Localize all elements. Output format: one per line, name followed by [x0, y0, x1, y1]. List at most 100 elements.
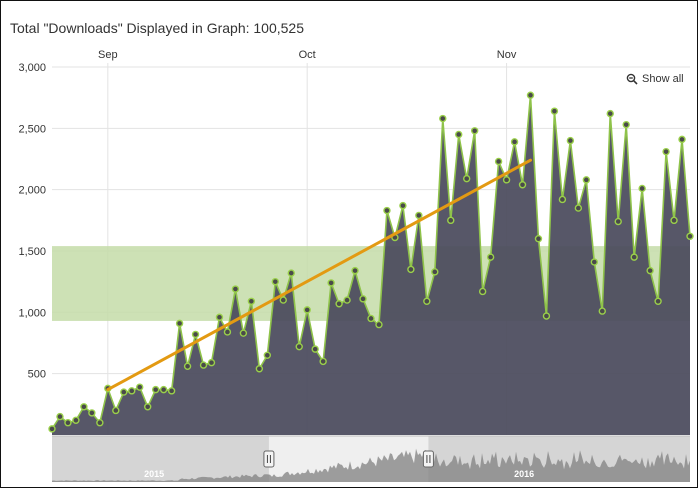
data-point — [207, 358, 216, 367]
zoom-out-icon — [626, 73, 638, 85]
data-point — [510, 138, 519, 146]
data-point — [359, 295, 367, 303]
data-point — [486, 253, 495, 261]
data-point — [287, 269, 295, 277]
data-point — [598, 307, 606, 315]
data-point — [470, 127, 479, 135]
data-point — [686, 232, 694, 240]
data-point — [654, 297, 662, 305]
data-point — [670, 216, 678, 225]
data-point — [64, 419, 72, 427]
show-all-button[interactable]: Show all — [626, 73, 684, 85]
data-point — [351, 266, 359, 275]
trend-line-path — [106, 158, 532, 392]
data-point — [143, 403, 152, 411]
data-point — [271, 277, 279, 286]
data-point — [183, 362, 192, 371]
data-point — [319, 357, 327, 366]
data-point — [175, 319, 184, 328]
data-point — [191, 330, 200, 339]
trend-line — [106, 158, 532, 392]
x-tick-label: Nov — [497, 49, 517, 61]
data-point — [415, 211, 423, 220]
data-point — [574, 204, 583, 212]
data-point — [646, 266, 654, 275]
navigator-left-handle[interactable] — [263, 450, 275, 468]
data-point — [367, 314, 375, 323]
handle-grip — [422, 450, 434, 468]
y-tick-label: 3,000 — [18, 62, 46, 74]
navigator-right-handle[interactable] — [422, 450, 434, 468]
y-tick-label: 500 — [28, 369, 46, 381]
data-point — [327, 279, 335, 287]
data-point — [263, 351, 272, 359]
data-point — [128, 387, 136, 395]
data-point — [614, 217, 622, 226]
data-point — [526, 91, 535, 99]
data-point — [343, 296, 351, 304]
navigator-year-label: 2016 — [514, 469, 534, 479]
data-point — [550, 107, 559, 115]
markers — [48, 91, 694, 433]
navigator-year-label: 2015 — [144, 469, 164, 479]
data-point — [231, 285, 240, 293]
data-point — [167, 387, 176, 395]
data-point — [239, 329, 248, 337]
data-point — [335, 300, 343, 308]
data-point — [558, 195, 567, 204]
y-tick-label: 1,500 — [18, 246, 46, 258]
data-point — [311, 345, 319, 353]
x-axis: Sep Oct Nov — [98, 49, 517, 61]
show-all-label: Show all — [642, 73, 684, 85]
data-point — [375, 320, 383, 329]
data-point — [383, 206, 391, 215]
data-point — [279, 296, 287, 304]
data-point — [431, 268, 439, 276]
data-point — [72, 416, 80, 424]
data-point — [88, 409, 96, 417]
page-title: Total "Downloads" Displayed in Graph: 10… — [10, 20, 304, 36]
data-point — [423, 297, 431, 305]
data-point — [407, 265, 415, 274]
data-point — [151, 385, 160, 394]
y-axis: 3,000 2,500 2,000 1,500 1,000 500 — [18, 62, 46, 381]
data-point — [463, 174, 471, 183]
data-point — [638, 184, 646, 193]
data-point — [630, 253, 638, 261]
data-point — [439, 114, 447, 123]
data-point — [199, 361, 208, 369]
data-point — [159, 385, 168, 394]
data-point — [622, 120, 630, 129]
data-point — [606, 109, 614, 118]
data-point — [447, 216, 455, 225]
data-point — [518, 181, 527, 189]
y-tick-label: 2,500 — [18, 123, 46, 135]
data-point — [494, 157, 503, 166]
data-point — [662, 147, 670, 156]
data-point — [56, 412, 64, 421]
navigator: 2015 2016 — [52, 435, 690, 482]
y-tick-label: 2,000 — [18, 185, 46, 197]
data-point — [136, 383, 144, 391]
data-point — [566, 136, 575, 145]
data-point — [247, 297, 256, 305]
data-point — [399, 201, 407, 210]
data-point — [582, 176, 591, 184]
data-point — [120, 388, 128, 396]
data-point — [542, 312, 551, 320]
data-point — [80, 403, 88, 411]
data-point — [478, 287, 487, 296]
data-point — [112, 406, 120, 415]
area-fill — [52, 95, 690, 436]
data-point — [215, 313, 224, 321]
navigator-series — [52, 448, 690, 482]
x-tick-label: Oct — [299, 49, 316, 61]
data-point — [502, 176, 511, 184]
handle-grip — [263, 450, 275, 468]
data-point — [590, 258, 598, 266]
data-point — [455, 130, 463, 139]
data-point — [534, 235, 543, 243]
data-point — [303, 306, 311, 314]
